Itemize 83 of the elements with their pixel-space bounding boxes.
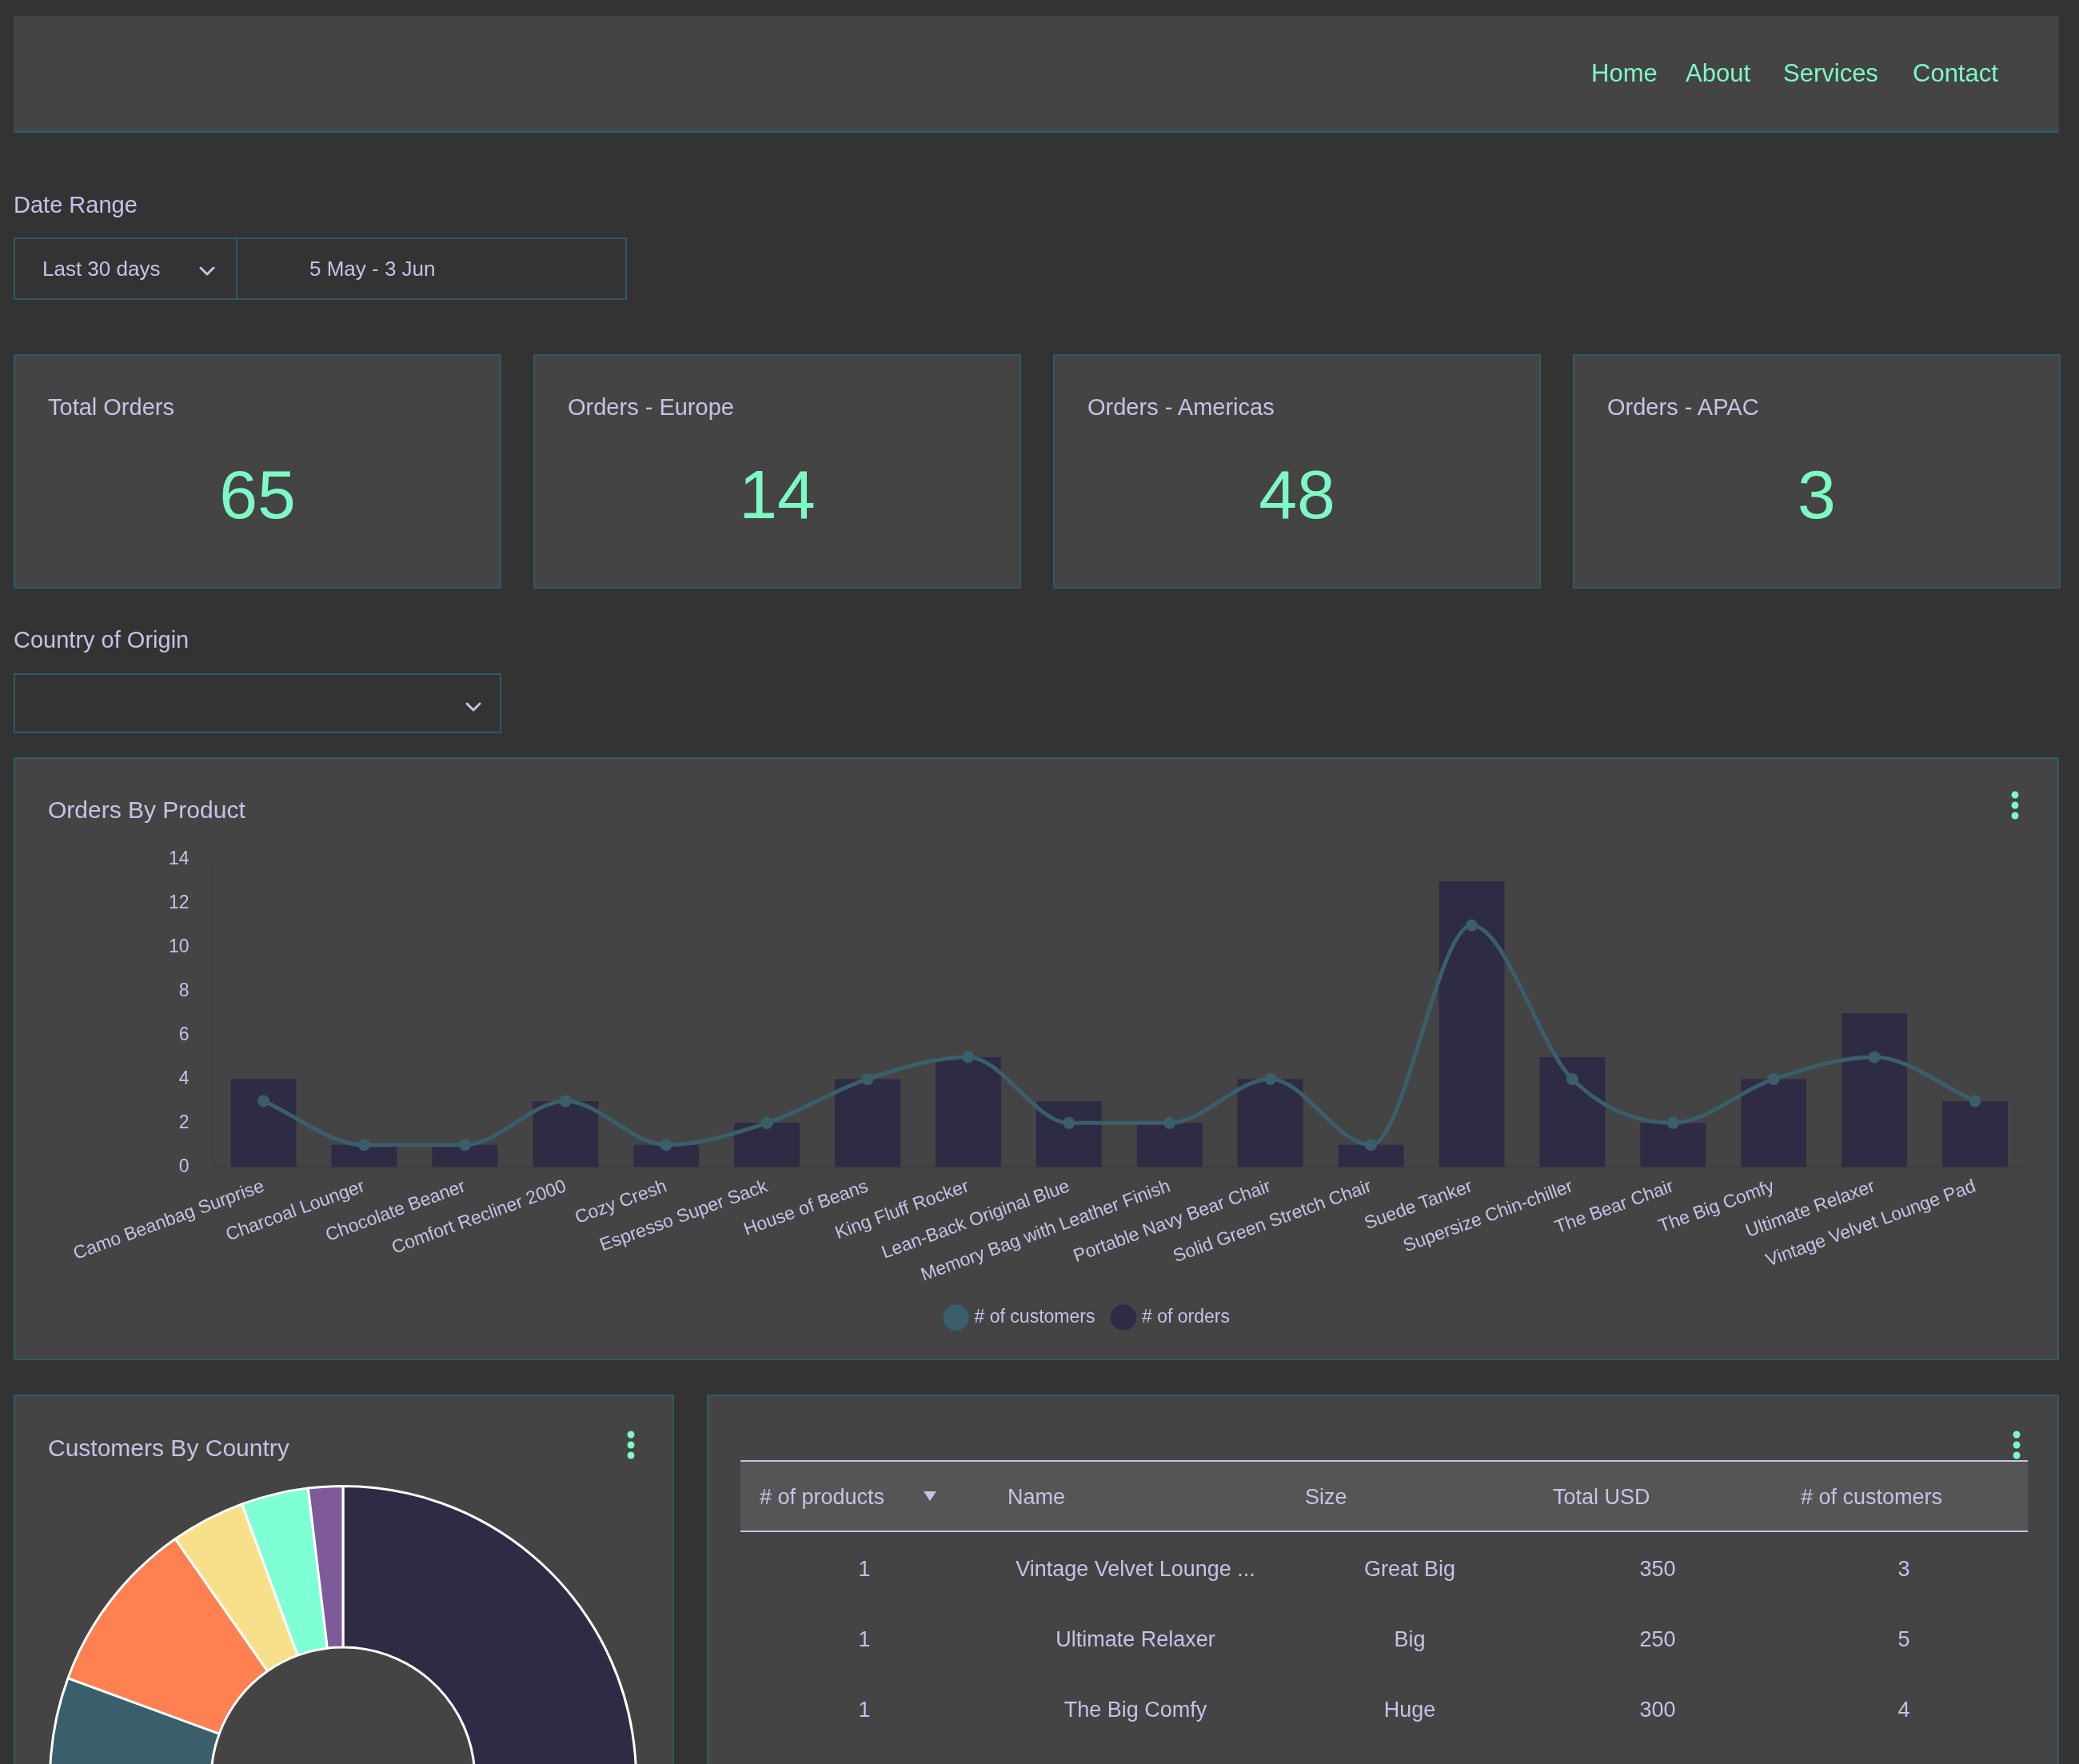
text: Date Range: [14, 192, 138, 218]
text: Country of Origin: [14, 627, 190, 653]
bar: [533, 1100, 599, 1167]
date-range-field: Last 30 days 5 May - 3 Jun: [14, 237, 627, 300]
bar: [1539, 1056, 1606, 1167]
y-tick-label: 10: [168, 935, 190, 956]
text: 250: [1639, 1627, 1676, 1651]
category-label: Name: [1008, 1485, 1066, 1509]
category-label: Orders - Americas: [1087, 394, 1275, 420]
bar: [1942, 1100, 2008, 1167]
point: [1969, 1095, 1981, 1107]
text: About: [1686, 59, 1751, 87]
text: 5: [1897, 1627, 1910, 1651]
bar: [432, 1144, 498, 1167]
point: [1767, 1072, 1780, 1085]
point: [1264, 1072, 1277, 1085]
text: 1: [858, 1557, 871, 1581]
y-tick-label: 2: [178, 1111, 190, 1132]
point: [1163, 1116, 1176, 1129]
point: [861, 1072, 874, 1085]
point: [1566, 1072, 1578, 1085]
y-tick-label: 6: [178, 1023, 190, 1044]
text: Great Big: [1363, 1557, 1456, 1581]
bar: [734, 1123, 800, 1167]
y-tick-label: 12: [168, 892, 190, 913]
bar: [230, 1079, 297, 1167]
text: 4: [1897, 1698, 1910, 1722]
category-label: Orders - Europe: [568, 394, 734, 420]
text: 300: [1639, 1698, 1676, 1722]
bar: [1640, 1123, 1706, 1167]
bar: [1136, 1123, 1203, 1167]
legend-label: # of orders: [1141, 1305, 1230, 1327]
text: 3: [1897, 1557, 1910, 1581]
bar: [1237, 1079, 1303, 1167]
text: The Big Comfy: [1063, 1698, 1207, 1722]
text: 350: [1639, 1557, 1676, 1581]
text: Contact: [1913, 59, 1998, 87]
text: Home: [1591, 59, 1658, 87]
chart-title: Orders By Product: [48, 796, 245, 823]
category-label: Total USD: [1553, 1485, 1650, 1509]
legend-label: # of customers: [974, 1305, 1095, 1327]
point: [458, 1139, 471, 1151]
point: [962, 1051, 975, 1064]
y-tick-label: 14: [168, 848, 190, 869]
data-label: 14: [738, 456, 816, 533]
bar: [1741, 1079, 1807, 1167]
chart-title: Customers By Country: [48, 1435, 289, 1461]
y-tick-label: 4: [178, 1067, 190, 1088]
bar: [1842, 1013, 1908, 1167]
point: [1465, 919, 1478, 932]
point: [1868, 1051, 1881, 1064]
bar: [936, 1056, 1001, 1167]
data-label: 48: [1258, 456, 1336, 533]
category-label: Orders - APAC: [1607, 394, 1759, 420]
point: [1666, 1116, 1679, 1129]
text: 1: [858, 1698, 871, 1722]
y-tick-label: 8: [178, 979, 190, 1000]
text: Big: [1394, 1627, 1426, 1651]
category-label: # of customers: [1801, 1485, 1943, 1509]
category-label: Size: [1305, 1485, 1347, 1509]
bar: [835, 1079, 900, 1167]
text: Services: [1783, 59, 1878, 87]
data-label: 65: [218, 456, 297, 533]
bar: [1036, 1100, 1102, 1167]
data-label: 3: [1797, 456, 1837, 533]
point: [1063, 1116, 1075, 1129]
bar: [1338, 1144, 1404, 1167]
point: [357, 1139, 370, 1151]
text: Vintage Velvet Lounge ...: [1016, 1557, 1255, 1581]
text: Ultimate Relaxer: [1055, 1627, 1215, 1651]
category-label: # of products: [760, 1485, 885, 1509]
category-label: Total Orders: [48, 394, 174, 420]
bar: [331, 1144, 397, 1167]
bar: [1439, 881, 1505, 1167]
point: [559, 1095, 572, 1107]
text: 1: [858, 1627, 871, 1651]
text: Huge: [1383, 1698, 1436, 1722]
point: [257, 1095, 270, 1107]
bar: [633, 1144, 700, 1167]
point: [1365, 1139, 1378, 1151]
y-tick-label: 0: [178, 1155, 190, 1176]
point: [660, 1139, 672, 1151]
point: [760, 1116, 773, 1129]
